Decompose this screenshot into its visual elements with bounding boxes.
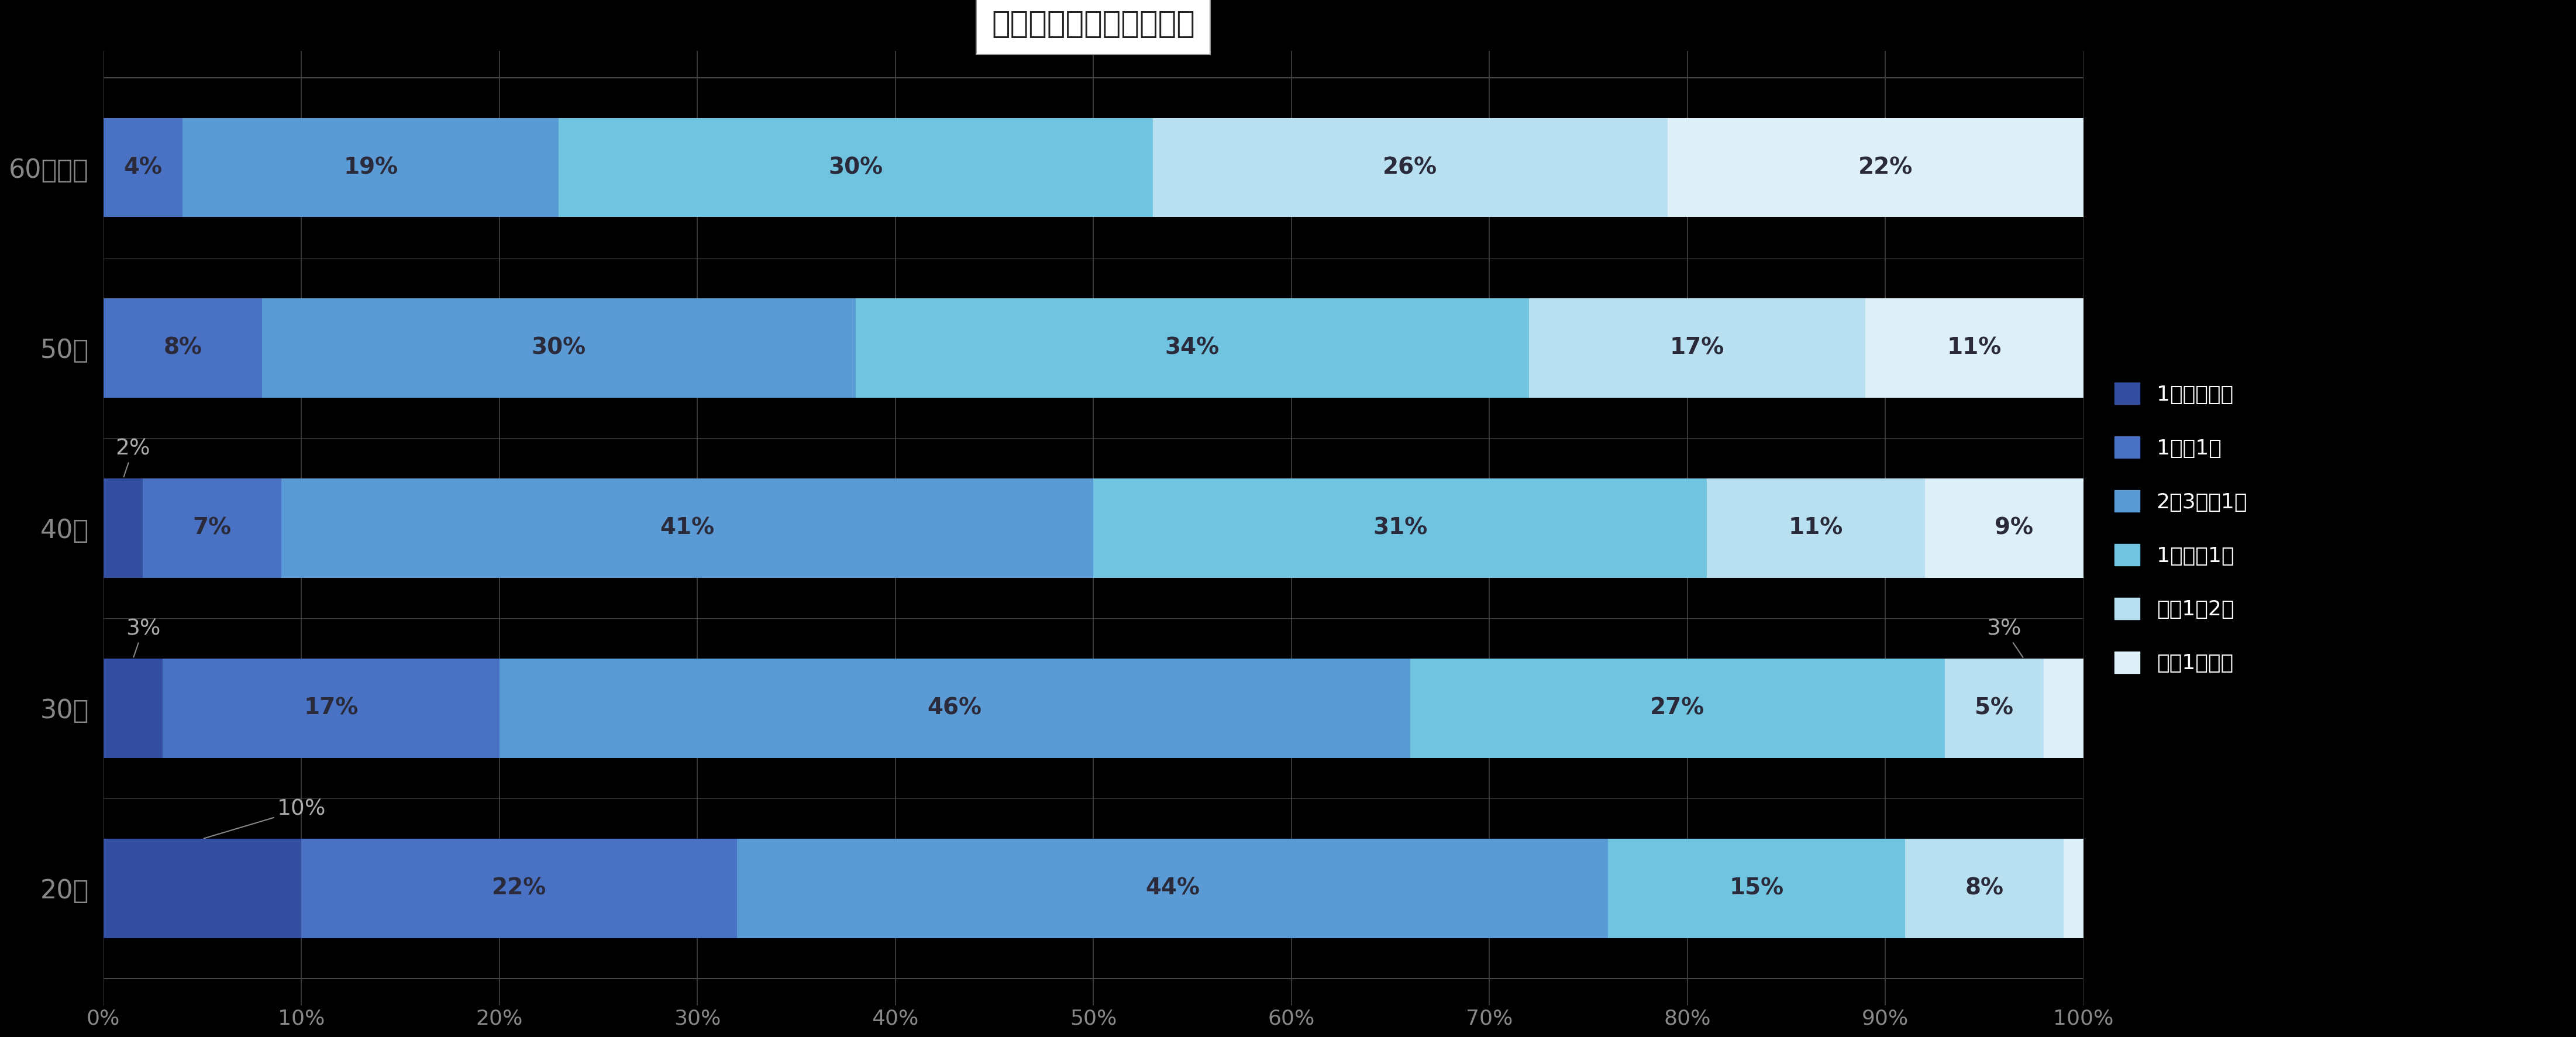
Bar [1151, 118, 1667, 218]
Bar [162, 658, 500, 758]
Text: 8%: 8% [162, 337, 201, 359]
Text: 41%: 41% [659, 517, 714, 539]
Bar [1945, 658, 2043, 758]
Bar [301, 839, 737, 937]
Text: 15%: 15% [1728, 877, 1783, 899]
Bar [103, 478, 144, 578]
Text: 5%: 5% [1976, 697, 2014, 720]
Text: 26%: 26% [1383, 157, 1437, 178]
Text: 22%: 22% [492, 877, 546, 899]
Text: 22%: 22% [1857, 157, 1911, 178]
Bar [2063, 839, 2084, 937]
Text: 30%: 30% [531, 337, 585, 359]
Text: 34%: 34% [1164, 337, 1218, 359]
Bar [183, 118, 559, 218]
Bar [1924, 478, 2102, 578]
Text: 17%: 17% [304, 697, 358, 720]
Bar [1607, 839, 1906, 937]
Bar [737, 839, 1607, 937]
Text: 17%: 17% [1669, 337, 1723, 359]
Text: 11%: 11% [1788, 517, 1844, 539]
Bar [1865, 299, 2084, 397]
Bar [281, 478, 1092, 578]
Bar [500, 658, 1409, 758]
Text: 9%: 9% [1994, 517, 2032, 539]
Bar [144, 478, 281, 578]
Bar [103, 118, 183, 218]
Text: 11%: 11% [1947, 337, 2002, 359]
Text: 19%: 19% [343, 157, 397, 178]
Text: 8%: 8% [1965, 877, 2004, 899]
Bar [1667, 118, 2102, 218]
Bar [1092, 478, 1708, 578]
Legend: 1日に複数回, 1日に1回, 2〜3日に1回, 1週間に1回, 月に1〜2回, 月に1回未満: 1日に複数回, 1日に1回, 2〜3日に1回, 1週間に1回, 月に1〜2回, … [2105, 372, 2259, 684]
Text: 44%: 44% [1146, 877, 1200, 899]
Text: 3%: 3% [1986, 619, 2022, 657]
Bar [1409, 658, 1945, 758]
Bar [103, 658, 162, 758]
Text: 10%: 10% [204, 798, 325, 838]
Bar [559, 118, 1151, 218]
Title: 年代別　オナニーの頻度: 年代別 オナニーの頻度 [992, 8, 1195, 39]
Bar [263, 299, 855, 397]
Text: 46%: 46% [927, 697, 981, 720]
Text: 30%: 30% [829, 157, 884, 178]
Bar [103, 839, 301, 937]
Text: 2%: 2% [116, 439, 149, 477]
Bar [1530, 299, 1865, 397]
Text: 4%: 4% [124, 157, 162, 178]
Text: 27%: 27% [1651, 697, 1705, 720]
Bar [1906, 839, 2063, 937]
Bar [2043, 658, 2084, 758]
Text: 7%: 7% [193, 517, 232, 539]
Bar [103, 299, 263, 397]
Bar [855, 299, 1530, 397]
Bar [1708, 478, 1924, 578]
Text: 31%: 31% [1373, 517, 1427, 539]
Text: 3%: 3% [126, 619, 160, 657]
